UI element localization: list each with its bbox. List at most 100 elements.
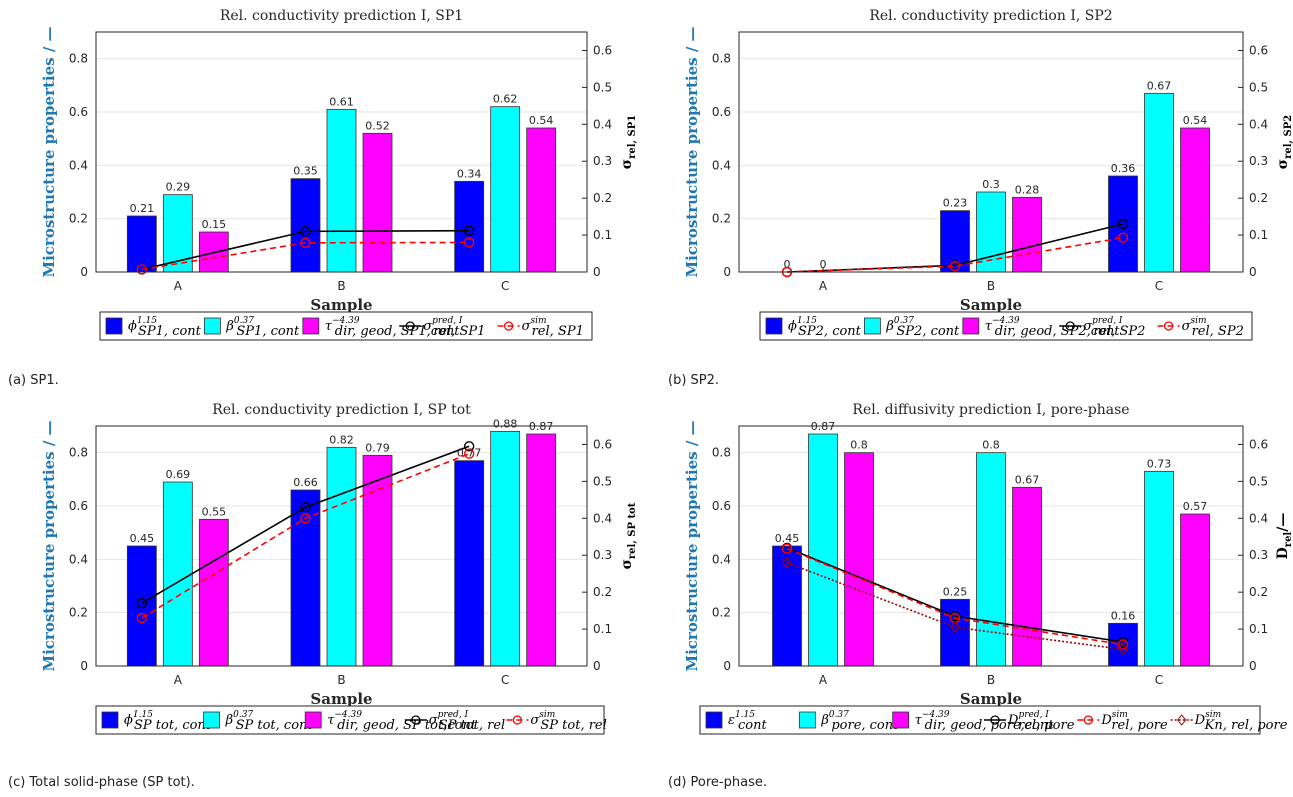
series-line xyxy=(141,452,470,619)
series-marker xyxy=(463,237,475,248)
legend-label-sup: 1.15 xyxy=(735,710,755,720)
bar xyxy=(162,194,193,273)
y2-tick-label: 0.3 xyxy=(1249,548,1268,562)
y-tick-label: 0.2 xyxy=(69,212,88,226)
bar-value-label: 0.55 xyxy=(202,505,227,518)
legend-label-base: β xyxy=(820,713,829,728)
x-tick-label: C xyxy=(501,673,509,687)
bar-value-label: 0.21 xyxy=(130,202,155,215)
legend-label: Dsim xyxy=(1100,710,1127,728)
legend-label-sub: rel, pore xyxy=(1111,718,1168,733)
y-axis-label: Microstructure properties / — xyxy=(40,420,58,671)
legend-label: β0.37 xyxy=(225,710,254,728)
panel-0: 0 0.2 0.4 0.6 0.8 0 0.1 0.2 0.3 0.4 0.5 0.6 A B C 0.21 0… xyxy=(8,8,638,388)
legend-label-sup: pred, I xyxy=(1092,316,1123,326)
bar-value-label: 0.66 xyxy=(293,476,318,489)
x-tick-label: B xyxy=(337,673,345,687)
y2-axis-label-tail: /— xyxy=(1275,513,1291,532)
x-axis-label: Sample xyxy=(310,296,372,314)
bar-value-label: 0.79 xyxy=(365,441,390,454)
legend-swatch xyxy=(203,711,221,729)
legend-swatch xyxy=(864,317,881,335)
legend-label-base: τ xyxy=(915,713,923,728)
legend-label: τ−4.39 xyxy=(327,710,362,728)
series-marker xyxy=(781,543,793,554)
legend-label: τ−4.39 xyxy=(915,710,950,728)
axes-box xyxy=(738,31,1244,273)
x-tick-label: A xyxy=(819,279,828,293)
bar-value-label: 0.45 xyxy=(775,532,800,545)
y2-tick-label: 0.5 xyxy=(593,474,612,488)
x-tick-label: B xyxy=(337,279,345,293)
y2-tick-label: 0.4 xyxy=(1249,117,1268,131)
bar-value-label: 0.67 xyxy=(1015,473,1040,486)
y2-axis-label: σrel, SP1 xyxy=(619,115,638,169)
bar xyxy=(162,481,193,667)
legend-label-sub: SP2, cont xyxy=(896,324,960,339)
legend-swatch xyxy=(302,317,320,335)
legend-label-sup: sim xyxy=(1190,316,1206,326)
legend-swatch xyxy=(798,711,816,729)
bar-value-label: 0.69 xyxy=(166,468,191,481)
series-marker xyxy=(1117,218,1129,230)
bar xyxy=(490,430,521,667)
legend-label-sup: −4.39 xyxy=(992,316,1020,326)
y-axis-label: Microstructure properties / — xyxy=(683,420,701,671)
series-marker xyxy=(463,448,475,459)
bar-value-label: 0.54 xyxy=(1183,114,1208,127)
y-tick-label: 0 xyxy=(80,265,88,279)
bar xyxy=(454,460,485,667)
bar xyxy=(490,106,521,273)
legend-label-sup: sim xyxy=(530,316,546,326)
legend-label-sup: pred, I xyxy=(432,316,463,326)
y2-tick-label: 0.6 xyxy=(593,43,612,57)
y2-axis-label-base: D xyxy=(1275,547,1291,559)
legend-label: ϕ1.15 xyxy=(788,316,817,334)
y2-tick-label: 0.5 xyxy=(1249,80,1268,94)
bar xyxy=(1012,486,1042,667)
y2-tick-label: 0.4 xyxy=(593,117,612,131)
axes-box xyxy=(738,425,1244,667)
y2-tick-label: 0.2 xyxy=(1249,585,1268,599)
y2-axis-label: σrel, SP tot xyxy=(619,502,638,569)
legend-label-sup: sim xyxy=(539,710,555,720)
bar-value-label: 0.52 xyxy=(365,119,390,132)
legend-label-base: σ xyxy=(530,713,540,728)
y-tick-label: 0.2 xyxy=(712,212,731,226)
bar-value-label: 0.61 xyxy=(329,95,354,108)
legend-box xyxy=(699,705,1261,735)
series-line xyxy=(786,561,1124,651)
legend-label-sub: rel, SP2 xyxy=(1192,324,1244,339)
y2-tick-label: 0 xyxy=(1249,265,1257,279)
series-marker xyxy=(136,264,148,275)
bar-value-label: 0.57 xyxy=(1183,500,1208,513)
x-tick-label: B xyxy=(987,673,995,687)
y2-tick-label: 0 xyxy=(1249,659,1257,673)
legend-label-base: τ xyxy=(327,713,335,728)
y2-axis-label-sub: rel, SP tot xyxy=(627,502,638,559)
bar xyxy=(1144,92,1174,273)
y-tick-label: 0.8 xyxy=(712,52,731,66)
panel-2: 0 0.2 0.4 0.6 0.8 0 0.1 0.2 0.3 0.4 0.5 0.6 A B C 0.45 0… xyxy=(8,402,638,790)
y2-tick-label: 0.2 xyxy=(1249,191,1268,205)
bar-value-label: 0.82 xyxy=(329,433,354,446)
legend-label-base: σ xyxy=(1182,319,1192,334)
bar-value-label: 0.3 xyxy=(982,178,1000,191)
legend-swatch xyxy=(304,711,322,729)
x-tick-label: C xyxy=(1155,673,1163,687)
legend-marker xyxy=(503,321,514,331)
legend-label-sup: 1.15 xyxy=(133,710,153,720)
legend-label: σsim xyxy=(1182,316,1207,334)
y-tick-label: 0.4 xyxy=(712,552,731,566)
chart-title: Rel. conductivity prediction I, SP1 xyxy=(220,8,463,24)
legend-label-sub: rel, SP2 xyxy=(1093,324,1145,339)
legend-label-sub: SP1, cont xyxy=(138,324,202,339)
series-marker xyxy=(136,598,148,609)
legend-label-sup: 0.37 xyxy=(829,710,849,720)
series-marker xyxy=(136,612,148,624)
series-line xyxy=(786,236,1124,273)
legend-label-sup: −4.39 xyxy=(922,710,950,720)
bar-value-label: 0.36 xyxy=(1111,162,1136,175)
